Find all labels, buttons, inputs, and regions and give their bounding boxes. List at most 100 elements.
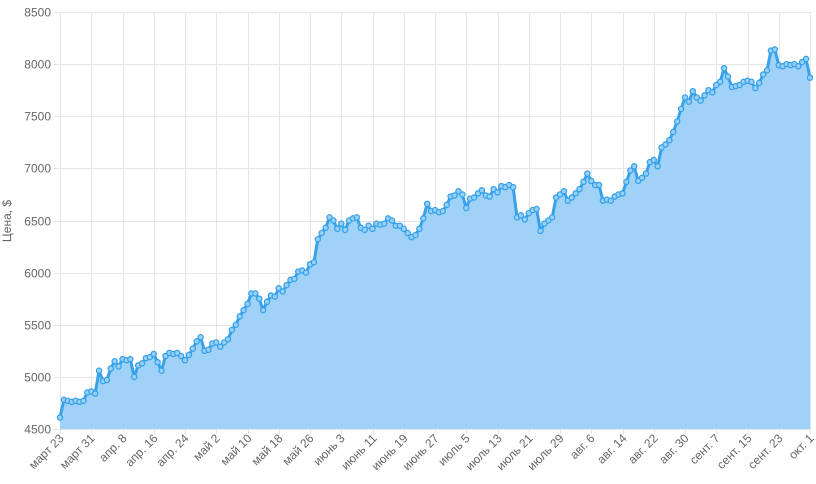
data-point — [302, 269, 310, 276]
data-point — [619, 190, 626, 197]
data-point — [759, 71, 767, 78]
y-axis-tick-labels: 4500 5000 5500 6000 6500 7000 7500 8000 8500 — [24, 6, 51, 437]
data-point — [568, 194, 575, 201]
data-point — [127, 355, 134, 363]
data-point — [697, 97, 704, 104]
data-point — [56, 414, 64, 421]
data-point — [279, 288, 286, 295]
data-point — [627, 167, 634, 174]
x-tick-label: май 26 — [280, 431, 317, 468]
data-point — [115, 363, 122, 370]
y-tick-label: 5500 — [24, 319, 51, 333]
x-tick-label: авг. 14 — [594, 431, 630, 467]
data-point — [212, 339, 220, 346]
data-point — [111, 357, 118, 365]
data-point — [666, 136, 673, 144]
data-point — [240, 306, 247, 314]
data-point — [193, 338, 200, 345]
price-area-fill — [60, 49, 810, 429]
data-point — [802, 55, 810, 63]
data-point — [80, 397, 87, 405]
y-tick-label: 8000 — [24, 58, 51, 72]
data-point — [771, 46, 779, 53]
data-point — [388, 217, 396, 224]
data-point — [748, 78, 755, 86]
data-point — [197, 334, 204, 341]
data-point — [701, 92, 708, 99]
x-tick-label: авг. 22 — [625, 431, 661, 467]
y-tick-label: 7000 — [24, 162, 51, 176]
y-tick-label: 5000 — [24, 371, 51, 385]
data-point — [322, 224, 329, 232]
data-point — [650, 156, 658, 164]
y-axis-title: Цена, $ — [0, 200, 14, 243]
data-point — [283, 281, 290, 289]
data-point — [107, 365, 115, 372]
data-point — [755, 79, 763, 87]
data-point — [662, 141, 669, 148]
data-point — [412, 231, 419, 239]
data-point — [158, 367, 165, 374]
data-point — [486, 193, 493, 200]
data-point — [185, 351, 193, 359]
data-point — [400, 225, 407, 233]
data-point — [216, 343, 224, 350]
data-point — [232, 321, 240, 328]
data-point — [341, 226, 349, 234]
data-point — [291, 275, 298, 283]
data-point — [337, 220, 345, 227]
data-point — [517, 212, 525, 219]
x-tick-label: апр. 24 — [154, 431, 192, 469]
data-point — [205, 346, 212, 354]
data-point — [462, 204, 470, 212]
data-point — [130, 373, 138, 381]
data-point — [752, 84, 759, 92]
data-point — [310, 258, 318, 266]
data-point — [560, 188, 568, 195]
data-point — [572, 190, 579, 197]
data-point — [423, 200, 431, 208]
data-point — [244, 300, 251, 308]
data-point — [91, 390, 99, 397]
data-point — [654, 163, 661, 170]
data-point — [439, 207, 447, 215]
data-point — [576, 185, 583, 193]
data-point — [334, 225, 341, 233]
data-point — [685, 98, 693, 105]
data-point — [259, 306, 267, 314]
data-point — [404, 229, 411, 237]
data-point — [607, 197, 615, 204]
data-point — [361, 226, 368, 234]
data-point — [443, 201, 450, 209]
y-tick-label: 8500 — [24, 6, 51, 20]
data-point — [380, 220, 388, 227]
x-tick-label: окт. 1 — [786, 431, 816, 462]
data-point — [138, 360, 146, 367]
data-point — [451, 192, 458, 199]
data-point — [420, 215, 427, 222]
data-point — [494, 189, 501, 196]
x-tick-label: авг. 30 — [656, 431, 692, 467]
data-point — [642, 170, 650, 177]
data-point — [314, 236, 322, 243]
data-point — [677, 105, 685, 113]
x-tick-label: апр. 16 — [123, 431, 161, 469]
data-point — [263, 298, 271, 306]
data-point — [623, 178, 630, 186]
data-point — [533, 205, 540, 213]
data-point — [673, 118, 681, 125]
data-point — [638, 174, 646, 182]
x-tick-label: май 10 — [218, 431, 255, 468]
data-point — [154, 359, 161, 366]
x-tick-label: авг. 6 — [567, 431, 598, 462]
data-point — [318, 229, 325, 237]
data-point — [271, 293, 279, 300]
x-tick-label: сент. 23 — [745, 431, 786, 472]
data-point — [689, 87, 697, 95]
data-point — [224, 336, 232, 343]
data-point — [670, 128, 677, 136]
y-tick-label: 6500 — [24, 215, 51, 229]
y-tick-label: 4500 — [24, 423, 51, 437]
data-point — [548, 214, 556, 221]
